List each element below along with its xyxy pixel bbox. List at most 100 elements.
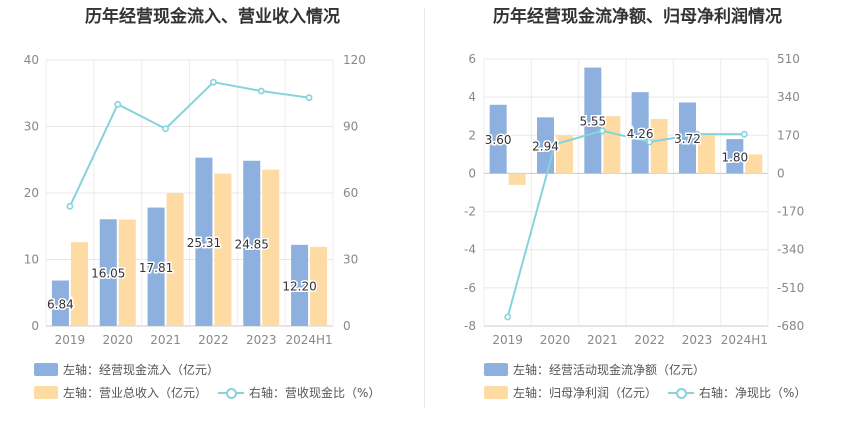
x-axis-tick-label: 2023: [246, 333, 277, 347]
bar-data-label: 4.26: [627, 127, 654, 141]
series-line: [506, 129, 745, 318]
bar-secondary: [745, 154, 763, 174]
series-point: [305, 94, 313, 102]
bar-data-label: 12.20: [282, 279, 316, 293]
bar-data-label: 3.60: [485, 133, 512, 147]
x-axis-tick-label: 2021: [150, 333, 181, 347]
bar-data-label: 6.84: [47, 297, 74, 311]
right-axis-tick-label: 0: [343, 319, 351, 333]
right-axis-tick-label: 0: [777, 166, 785, 180]
legend-label: 左轴：经营现金流入（亿元）: [63, 363, 220, 377]
bar-secondary: [70, 242, 88, 326]
bar-primary: [726, 139, 744, 174]
chart-panel-netcash-profit: 历年经营现金流净额、归母净利润情况 -8 -6 -4 -2 0 2 4 6 -680 -510 -3…: [425, 0, 850, 437]
bar-data-label: 1.80: [721, 150, 748, 164]
bar-primary: [195, 157, 213, 326]
bar-data-label: 17.81: [139, 261, 173, 275]
left-axis-tick-label: -4: [464, 243, 476, 257]
bar-primary: [147, 207, 165, 326]
bar-data-label: 24.85: [235, 237, 269, 251]
bar-secondary: [214, 173, 232, 326]
panel-divider: [424, 8, 425, 408]
series-point: [257, 87, 265, 95]
legend-item-cash-inflow[interactable]: 左轴：经营现金流入（亿元）: [34, 361, 219, 378]
series-point: [598, 127, 606, 135]
right-axis-tick-label: -510: [777, 281, 804, 295]
chart-plot: -8 -6 -4 -2 0 2 4 6 -680 -510 -340 -170 0 170 340 510 20…: [464, 52, 804, 347]
right-axis-tick-label: -340: [777, 243, 804, 257]
left-axis-tick-label: 6: [468, 52, 476, 66]
legend-item-ratio[interactable]: 右轴：营收现金比（%）: [218, 384, 380, 401]
bar-secondary: [650, 119, 668, 174]
legend-item-net-profit[interactable]: 左轴：归母净利润（亿元）: [484, 384, 657, 401]
bar-primary: [51, 280, 69, 326]
bar-secondary: [310, 246, 328, 326]
left-axis-tick-label: 0: [468, 166, 476, 180]
bar-secondary: [118, 219, 136, 326]
bar-primary: [537, 117, 554, 174]
bar-primary: [243, 160, 261, 326]
left-axis-tick-label: -2: [464, 205, 476, 219]
chart-title: 历年经营现金流净额、归母净利润情况: [493, 7, 782, 27]
right-axis-tick-label: 120: [343, 53, 366, 67]
left-axis-tick-label: 10: [24, 253, 39, 267]
legend-item-net-cash-ratio[interactable]: 右轴：净现比（%）: [668, 384, 806, 401]
right-axis-tick-label: 340: [777, 90, 800, 104]
right-axis-tick-label: -680: [777, 319, 804, 333]
left-axis-tick-label: 2: [468, 128, 476, 142]
x-axis-tick-label: 2022: [634, 333, 665, 347]
bar-data-label: 16.05: [91, 267, 125, 281]
chart-plot: 0 10 20 30 40 0 30 60 90 120 2019 2020 2021 2022 2023 2…: [24, 53, 366, 347]
bar-primary: [584, 67, 602, 174]
x-axis-tick-label: 2024H1: [721, 333, 768, 347]
legend-item-revenue[interactable]: 左轴：营业总收入（亿元）: [34, 384, 207, 401]
bar-secondary: [262, 169, 280, 326]
legend-label: 左轴：归母净利润（亿元）: [513, 386, 658, 400]
left-axis-tick-label: 40: [24, 53, 39, 67]
bar-primary: [489, 104, 507, 174]
legend-item-net-cashflow[interactable]: 左轴：经营活动现金流净额（亿元）: [484, 361, 705, 378]
chart-legend: 左轴：经营活动现金流净额（亿元） 左轴：归母净利润（亿元） 右轴：净现比（%）: [425, 0, 850, 437]
bar-data-label: 5.55: [579, 115, 606, 129]
x-axis-tick-label: 2019: [55, 333, 86, 347]
series-point: [551, 140, 559, 148]
x-axis-tick-label: 2020: [102, 333, 133, 347]
series-point: [210, 78, 217, 86]
chart-legend: 左轴：经营现金流入（亿元） 左轴：营业总收入（亿元） 右轴：营收现金比（%）: [34, 361, 380, 401]
x-axis-tick-label: 2022: [198, 333, 229, 347]
legend-line-icon: [668, 386, 694, 399]
right-axis-tick-label: 60: [343, 186, 358, 200]
legend-swatch: [34, 363, 58, 376]
bar-primary: [99, 219, 117, 326]
legend-label: 左轴：营业总收入（亿元）: [63, 386, 208, 400]
bar-data-label: 3.72: [674, 132, 701, 146]
series-point: [504, 313, 512, 321]
right-axis-tick-label: 170: [777, 128, 800, 142]
left-axis-tick-label: 20: [24, 186, 39, 200]
right-axis-tick-label: 510: [777, 52, 800, 66]
right-axis-tick-label: 90: [343, 120, 358, 134]
bar-data-label: 2.94: [532, 139, 559, 153]
right-axis-tick-label: -170: [777, 205, 804, 219]
legend-swatch: [34, 386, 58, 399]
x-axis-tick-label: 2023: [682, 333, 713, 347]
bar-secondary: [556, 135, 573, 174]
legend-label: 右轴：净现比（%）: [699, 386, 807, 400]
legend-line-icon: [218, 386, 244, 399]
left-axis-tick-label: -8: [464, 319, 476, 333]
series-point: [162, 125, 169, 133]
x-axis-tick-label: 2020: [540, 333, 571, 347]
left-axis-tick-label: -6: [464, 281, 476, 295]
bar-secondary: [698, 135, 715, 174]
legend-swatch: [484, 363, 508, 376]
bar-secondary: [603, 116, 621, 174]
x-axis-tick-label: 2019: [492, 333, 523, 347]
series-point: [66, 202, 74, 210]
left-axis-tick-label: 30: [24, 120, 39, 134]
series-line: [69, 81, 310, 207]
series-point: [693, 130, 701, 138]
series-point: [114, 100, 122, 108]
bar-primary: [679, 102, 696, 174]
x-axis-tick-label: 2021: [587, 333, 618, 347]
